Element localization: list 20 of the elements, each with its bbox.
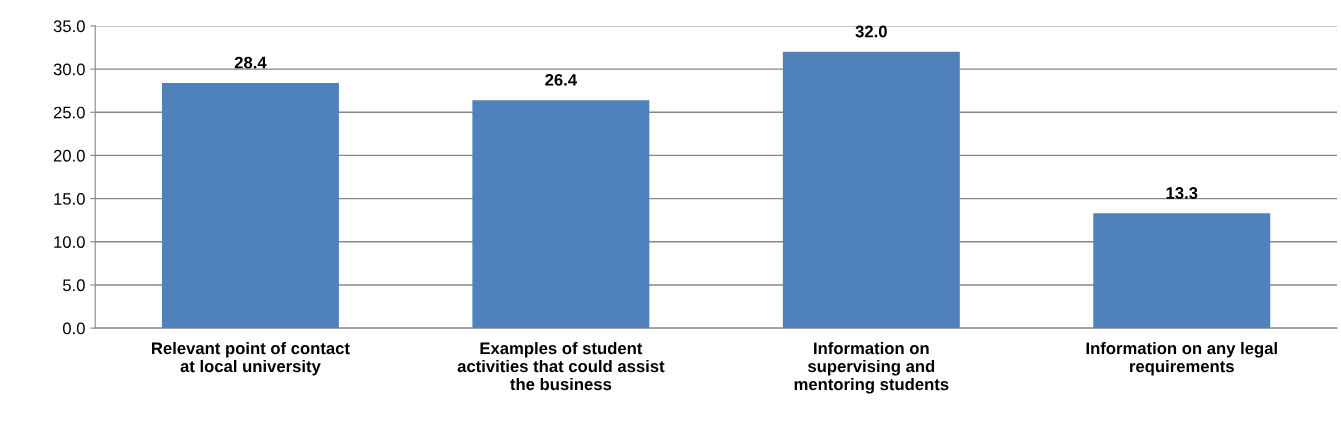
x-tick-label: Relevant point of contact at local university: [152, 341, 350, 376]
y-tick-label: 20.0: [53, 149, 85, 162]
y-tick-label: 0.0: [62, 322, 85, 335]
x-tick-label: Examples of student activities that could assist the business: [457, 341, 665, 391]
bar: [472, 100, 650, 329]
y-tick-label: 15.0: [54, 193, 85, 205]
bar: [1093, 213, 1271, 329]
data-label: 13.3: [1166, 187, 1198, 199]
y-tick-label: 5.0: [62, 279, 85, 292]
data-label: 28.4: [234, 56, 267, 69]
data-label: 26.4: [545, 73, 577, 86]
x-tick-label: Information on any legal requirements: [1086, 341, 1277, 376]
x-tick-label: Information on supervising and mentoring students: [794, 341, 949, 394]
y-tick-label: 35.0: [53, 20, 85, 33]
y-tick-label: 30.0: [53, 63, 85, 76]
bar: [161, 82, 339, 329]
y-tick-label: 10.0: [54, 236, 85, 248]
y-tick-label: 25.0: [53, 106, 85, 119]
data-label: 32.0: [855, 25, 887, 38]
bar: [782, 51, 960, 329]
